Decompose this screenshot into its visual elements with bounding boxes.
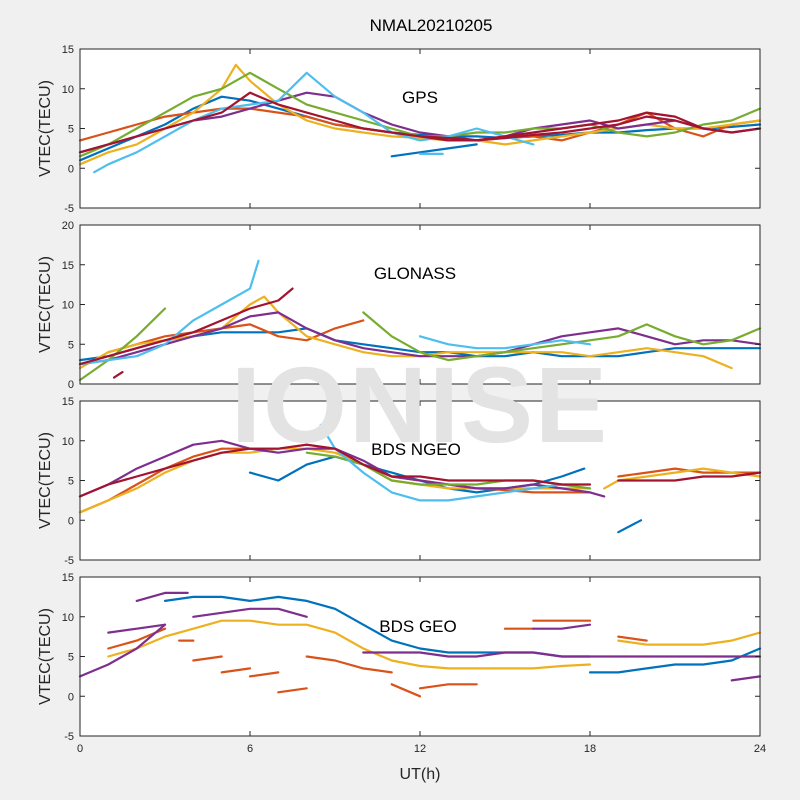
y-tick-label: 10 [62, 612, 74, 624]
series-line [617, 519, 643, 534]
series-line [362, 651, 762, 658]
series-line [532, 623, 592, 630]
series-line [107, 623, 167, 634]
y-tick-label: 0 [68, 515, 74, 527]
series-line [93, 71, 535, 174]
y-tick-label: 20 [62, 220, 74, 232]
panel-bds-ngeo: -5 0 5 10 15 VTEC(TECU) BDS NGEO [37, 396, 762, 567]
series-line [617, 471, 762, 482]
y-tick-label: 10 [62, 300, 74, 312]
series-group [78, 259, 762, 382]
x-axis-label: UT(h) [400, 766, 441, 783]
series-line [617, 631, 762, 646]
plot-area [80, 49, 760, 208]
series-line [418, 115, 705, 142]
x-tick-label: 12 [414, 743, 426, 755]
x-tick-label: 18 [584, 743, 596, 755]
plot-area [80, 225, 760, 384]
panel-label: BDS GEO [379, 617, 456, 636]
series-line [617, 635, 648, 642]
series-line [78, 443, 592, 498]
panel-glonass: 0 5 10 15 20 VTEC(TECU) GLONASS [37, 220, 762, 391]
series-line [319, 423, 563, 502]
series-line [192, 607, 308, 618]
y-tick-label: 10 [62, 84, 74, 96]
panel-label: GLONASS [374, 264, 456, 283]
series-line [588, 647, 762, 674]
y-tick-label: -5 [64, 203, 74, 215]
y-tick-label: 10 [62, 436, 74, 448]
y-tick-label: 5 [68, 339, 74, 351]
series-line [78, 439, 606, 498]
panel-gps: -5 0 5 10 15 VTEC(TECU) GPS [37, 44, 762, 215]
figure-title: NMAL20210205 [370, 16, 493, 35]
series-line [78, 623, 167, 678]
y-tick-label: 0 [68, 379, 74, 391]
series-group [78, 423, 762, 534]
y-tick-label: 0 [68, 163, 74, 175]
y-tick-label: -5 [64, 555, 74, 567]
series-line [135, 591, 189, 603]
y-tick-label: 5 [68, 124, 74, 136]
x-tick-label: 6 [247, 743, 253, 755]
series-line [390, 683, 422, 698]
series-line [362, 311, 762, 362]
y-tick-label: 15 [62, 260, 74, 272]
series-line [192, 655, 223, 662]
series-line [78, 287, 294, 366]
series-line [418, 335, 592, 350]
series-group [78, 63, 762, 174]
series-line [78, 95, 762, 162]
series-line [78, 259, 260, 366]
y-tick-label: 15 [62, 396, 74, 408]
y-axis-label: VTEC(TECU) [37, 80, 54, 177]
y-tick-label: -5 [64, 731, 74, 743]
series-line [277, 687, 308, 694]
watermark: IONISE [231, 344, 609, 465]
y-tick-label: 0 [68, 691, 74, 703]
y-axis-label: VTEC(TECU) [37, 256, 54, 353]
series-line [248, 671, 280, 678]
y-tick-label: 15 [62, 44, 74, 56]
panel-label: BDS NGEO [371, 440, 461, 459]
series-line [418, 683, 478, 690]
series-line [220, 667, 252, 674]
series-line [390, 143, 478, 158]
series-line [112, 371, 124, 379]
y-axis-label: VTEC(TECU) [37, 432, 54, 529]
x-tick-label: 0 [77, 743, 83, 755]
series-line [107, 619, 592, 670]
x-tick-label: 24 [754, 743, 766, 755]
y-axis-label: VTEC(TECU) [37, 608, 54, 705]
panel-label: GPS [402, 88, 438, 107]
series-group [78, 591, 762, 698]
y-tick-label: 5 [68, 476, 74, 488]
series-line [730, 675, 762, 682]
y-tick-label: 15 [62, 572, 74, 584]
y-tick-label: 5 [68, 652, 74, 664]
series-line [78, 307, 167, 382]
series-line [305, 655, 393, 674]
series-line [78, 311, 762, 366]
